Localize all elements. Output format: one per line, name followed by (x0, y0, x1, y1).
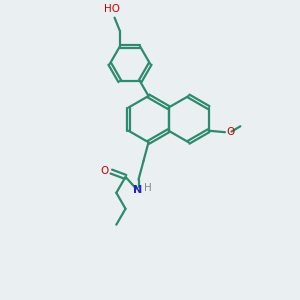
Text: HO: HO (104, 4, 120, 14)
Text: H: H (144, 182, 152, 193)
Text: O: O (100, 166, 109, 176)
Text: O: O (226, 127, 234, 137)
Text: N: N (133, 185, 142, 195)
